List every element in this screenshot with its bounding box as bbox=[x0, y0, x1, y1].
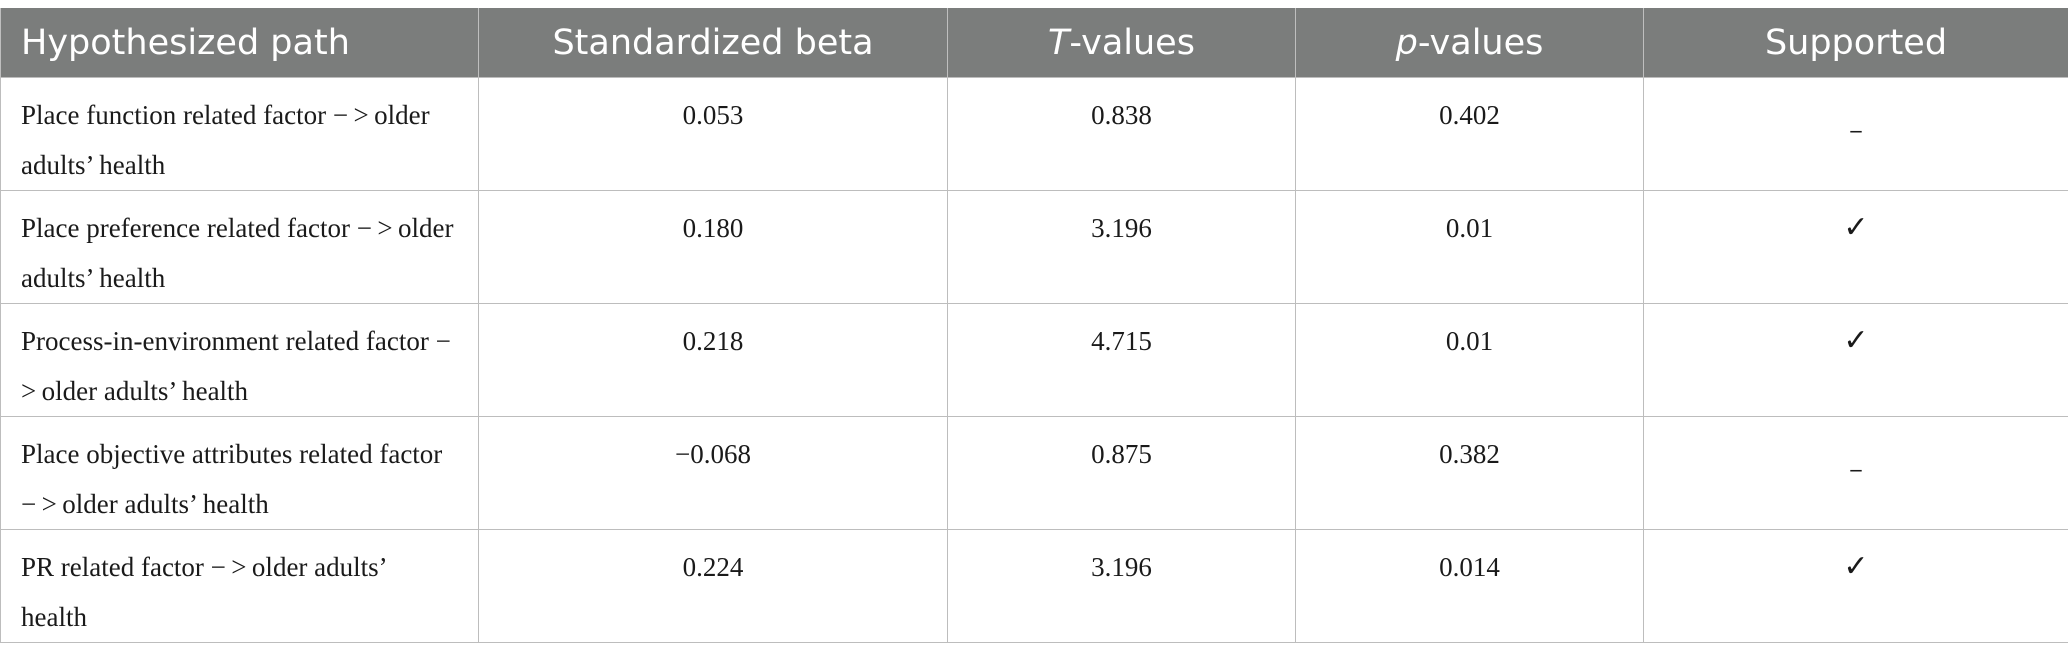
table-header-row: Hypothesized path Standardized beta T-va… bbox=[0, 8, 2068, 78]
cell-p-value: 0.014 bbox=[1295, 529, 1644, 643]
cell-supported: ✓ bbox=[1643, 529, 2068, 643]
header-hypothesized-path: Hypothesized path bbox=[0, 8, 479, 78]
table-row: Process-in-environment related factor − … bbox=[0, 303, 2068, 417]
cell-p-value: 0.382 bbox=[1295, 416, 1644, 530]
cell-path: Place objective attributes related facto… bbox=[0, 416, 479, 530]
cell-beta: −0.068 bbox=[478, 416, 948, 530]
cell-beta: 0.218 bbox=[478, 303, 948, 417]
header-t-values: T-values bbox=[947, 8, 1296, 78]
check-mark-icon: ✓ bbox=[1843, 549, 1869, 584]
table-row: Place objective attributes related facto… bbox=[0, 416, 2068, 530]
cell-t-value: 0.838 bbox=[947, 77, 1296, 191]
check-mark-icon: ✓ bbox=[1843, 323, 1869, 358]
cell-supported: _ bbox=[1643, 416, 2068, 530]
cell-path: PR related factor − > older adults’ heal… bbox=[0, 529, 479, 643]
check-mark-icon: ✓ bbox=[1843, 210, 1869, 245]
cell-p-value: 0.01 bbox=[1295, 303, 1644, 417]
header-italic-symbol: p bbox=[1395, 22, 1418, 63]
cell-t-value: 3.196 bbox=[947, 529, 1296, 643]
table-row: PR related factor − > older adults’ heal… bbox=[0, 529, 2068, 643]
cell-supported: ✓ bbox=[1643, 190, 2068, 304]
header-italic-symbol: T bbox=[1048, 22, 1070, 63]
cell-t-value: 3.196 bbox=[947, 190, 1296, 304]
cell-supported: _ bbox=[1643, 77, 2068, 191]
cell-beta: 0.180 bbox=[478, 190, 948, 304]
cell-t-value: 0.875 bbox=[947, 416, 1296, 530]
header-supported: Supported bbox=[1643, 8, 2068, 78]
cell-beta: 0.053 bbox=[478, 77, 948, 191]
results-table-container: Hypothesized path Standardized beta T-va… bbox=[0, 8, 2068, 643]
header-standardized-beta: Standardized beta bbox=[478, 8, 948, 78]
not-supported-dash: _ bbox=[1850, 108, 1862, 133]
cell-p-value: 0.402 bbox=[1295, 77, 1644, 191]
cell-path: Process-in-environment related factor − … bbox=[0, 303, 479, 417]
cell-supported: ✓ bbox=[1643, 303, 2068, 417]
cell-path: Place preference related factor − > olde… bbox=[0, 190, 479, 304]
cell-p-value: 0.01 bbox=[1295, 190, 1644, 304]
header-label: Hypothesized path bbox=[21, 22, 350, 63]
table-row: Place function related factor − > older … bbox=[0, 77, 2068, 191]
cell-beta: 0.224 bbox=[478, 529, 948, 643]
table-row: Place preference related factor − > olde… bbox=[0, 190, 2068, 304]
header-label: -values bbox=[1417, 22, 1544, 63]
cell-t-value: 4.715 bbox=[947, 303, 1296, 417]
not-supported-dash: _ bbox=[1850, 447, 1862, 472]
header-label: Supported bbox=[1764, 22, 1948, 63]
header-label: Standardized beta bbox=[552, 22, 874, 63]
hypothesis-results-table: Hypothesized path Standardized beta T-va… bbox=[0, 8, 2068, 643]
header-p-values: p-values bbox=[1295, 8, 1644, 78]
header-label: -values bbox=[1069, 22, 1195, 63]
cell-path: Place function related factor − > older … bbox=[0, 77, 479, 191]
